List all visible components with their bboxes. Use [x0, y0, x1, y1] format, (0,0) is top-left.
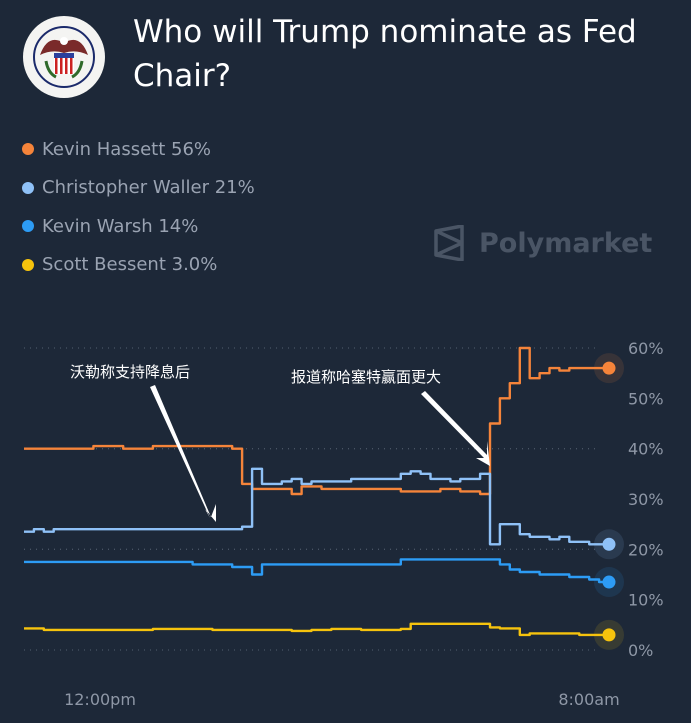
annotation-hassett: 报道称哈塞特赢面更大	[291, 368, 441, 386]
endpoint-marker	[602, 361, 616, 375]
annotation-arrow	[150, 385, 216, 522]
annotation-arrow	[421, 391, 490, 466]
legend-label: Kevin Warsh 14%	[42, 215, 199, 237]
watermark-text: Polymarket	[479, 227, 653, 259]
legend-item-waller: Christopher Waller 21%	[22, 169, 255, 208]
series-line-kevin-warsh	[24, 558, 609, 584]
endpoint-marker	[602, 537, 616, 551]
series-line-christopher-waller	[24, 467, 609, 546]
y-tick-label: 30%	[628, 490, 664, 509]
y-tick-label: 20%	[628, 540, 664, 559]
series-line-kevin-hassett	[24, 346, 609, 496]
polymarket-watermark: Polymarket	[433, 225, 652, 261]
legend-label: Scott Bessent 3.0%	[42, 254, 218, 276]
fed-seal-logo	[23, 16, 105, 98]
polymarket-logo-icon	[434, 225, 464, 261]
annotation-waller: 沃勒称支持降息后	[70, 363, 190, 381]
page-title: Who will Trump nominate as Fed Chair?	[133, 14, 637, 94]
x-tick-label: 12:00pm	[64, 690, 136, 709]
legend: Kevin Hassett 56% Christopher Waller 21%…	[22, 130, 255, 284]
legend-dot	[22, 258, 34, 271]
y-tick-label: 10%	[628, 591, 664, 610]
legend-dot	[22, 181, 34, 194]
y-tick-label: 0%	[628, 641, 653, 660]
series-line-scott-bessent	[24, 622, 609, 637]
endpoint-marker	[602, 628, 616, 642]
endpoint-marker	[602, 575, 616, 589]
y-tick-label: 50%	[628, 389, 664, 408]
legend-item-warsh: Kevin Warsh 14%	[22, 207, 255, 246]
legend-item-bessent: Scott Bessent 3.0%	[22, 246, 255, 285]
legend-label: Christopher Waller 21%	[42, 177, 255, 199]
y-tick-label: 40%	[628, 440, 664, 459]
legend-label: Kevin Hassett 56%	[42, 138, 212, 160]
legend-item-hassett: Kevin Hassett 56%	[22, 130, 255, 169]
legend-dot	[22, 143, 34, 156]
legend-dot	[22, 220, 34, 233]
x-tick-label: 8:00am	[558, 690, 619, 709]
y-tick-label: 60%	[628, 339, 664, 358]
